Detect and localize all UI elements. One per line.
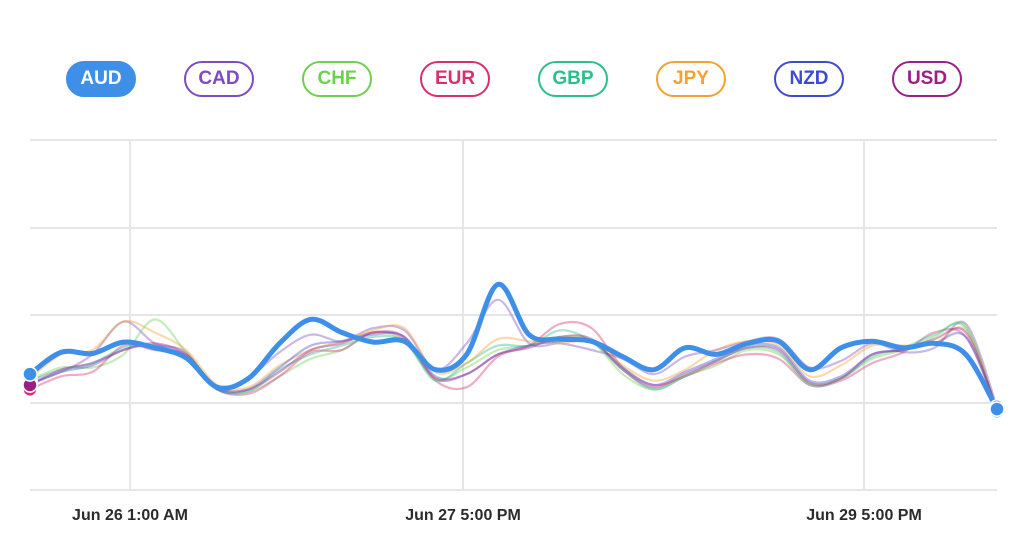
series-line-usd [28,327,999,411]
legend-pill-jpy[interactable]: JPY [656,61,726,97]
series-line-jpy [28,319,999,411]
legend-pill-cad[interactable]: CAD [184,61,254,97]
x-tick-label: Jun 29 5:00 PM [806,507,922,524]
legend-pill-aud[interactable]: AUD [66,61,136,97]
series-line-cad [28,298,999,408]
series-line-aud [27,281,1000,412]
legend-pill-usd[interactable]: USD [892,61,962,97]
legend-pill-gbp[interactable]: GBP [538,61,608,97]
legend-pill-nzd[interactable]: NZD [774,61,844,97]
series-line-chf [28,318,999,413]
x-tick-label: Jun 26 1:00 AM [72,507,188,524]
series-dot-aud-end [989,401,1005,417]
legend-pill-chf[interactable]: CHF [302,61,372,97]
x-tick-label: Jun 27 5:00 PM [405,507,521,524]
series-dot-aud-start [22,366,38,382]
series-line-eur [28,320,999,411]
currency-legend: AUD CAD CHF EUR GBP JPY NZD USD [0,61,1020,101]
series-lines [27,281,1000,413]
x-axis-ticks: Jun 26 1:00 AM Jun 27 5:00 PM Jun 29 5:00 … [72,507,922,524]
legend-pill-eur[interactable]: EUR [420,61,490,97]
chart-grid [30,139,997,491]
series-end-dots [22,366,1005,419]
